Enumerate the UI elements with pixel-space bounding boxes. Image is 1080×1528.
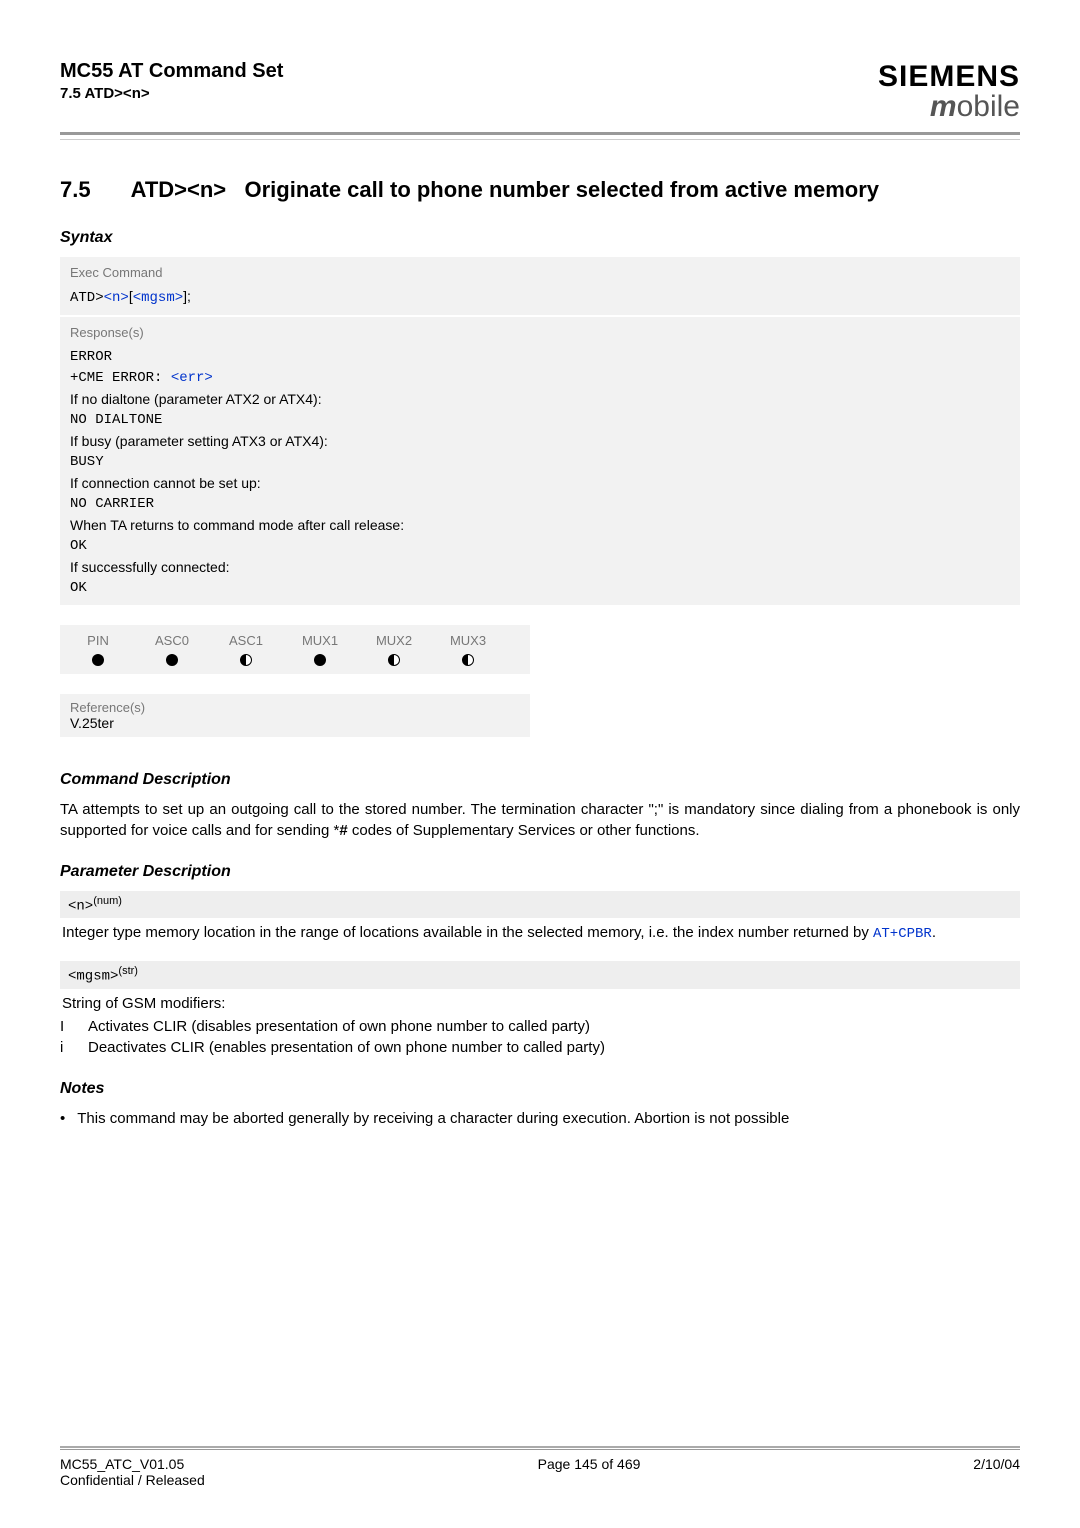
- footer-left: MC55_ATC_V01.05 Confidential / Released: [60, 1456, 205, 1488]
- exec-label: Exec Command: [70, 263, 1010, 283]
- resp-busy: BUSY: [70, 452, 1010, 473]
- resp-cond5: If successfully connected:: [70, 557, 1010, 578]
- reference-label: Reference(s): [70, 700, 520, 715]
- dot-half-icon: [462, 654, 474, 666]
- header-logo: SIEMENS mobile: [878, 60, 1020, 124]
- resp-cond3: If connection cannot be set up:: [70, 473, 1010, 494]
- param-mgsm-intro: String of GSM modifiers:: [60, 993, 1020, 1014]
- notes-bullet: • This command may be aborted generally …: [60, 1108, 1020, 1129]
- doc-title: MC55 AT Command Set: [60, 60, 283, 83]
- support-matrix: PIN ASC0 ASC1 MUX1 MUX2 MUX3: [60, 625, 530, 674]
- section-heading: 7.5 ATD><n> Originate call to phone numb…: [60, 176, 1020, 205]
- resp-nodial: NO DIALTONE: [70, 410, 1010, 431]
- exec-command: ATD><n>[<mgsm>];: [70, 286, 1010, 309]
- resp-ok2: OK: [70, 578, 1010, 599]
- section-title-text: ATD><n> Originate call to phone number s…: [131, 176, 1020, 205]
- dot-half-icon: [240, 654, 252, 666]
- param-desc-heading: Parameter Description: [60, 863, 1020, 881]
- footer-divider: [60, 1446, 1020, 1448]
- support-col-mux2: MUX2: [370, 633, 418, 648]
- syntax-heading: Syntax: [60, 229, 1020, 247]
- param-mgsm-tag: <mgsm>(str): [60, 961, 1020, 989]
- resp-cond2: If busy (parameter setting ATX3 or ATX4)…: [70, 431, 1010, 452]
- response-label: Response(s): [70, 323, 1010, 343]
- resp-ok1: OK: [70, 536, 1010, 557]
- dot-full-icon: [166, 654, 178, 666]
- notes-text: This command may be aborted generally by…: [77, 1108, 789, 1129]
- support-col-asc0: ASC0: [148, 633, 196, 648]
- resp-cond4: When TA returns to command mode after ca…: [70, 515, 1010, 536]
- reference-value: V.25ter: [70, 715, 520, 731]
- header-left: MC55 AT Command Set 7.5 ATD><n>: [60, 60, 283, 102]
- support-col-pin: PIN: [74, 633, 122, 648]
- page-footer: MC55_ATC_V01.05 Confidential / Released …: [60, 1449, 1020, 1488]
- modifier-i-text: Deactivates CLIR (enables presentation o…: [88, 1037, 605, 1058]
- support-col-asc1: ASC1: [222, 633, 270, 648]
- param-n-tag: <n>(num): [60, 891, 1020, 919]
- page-header: MC55 AT Command Set 7.5 ATD><n> SIEMENS …: [60, 60, 1020, 135]
- modifier-i-key: i: [60, 1037, 72, 1058]
- siemens-logo: SIEMENS: [878, 60, 1020, 94]
- dot-half-icon: [388, 654, 400, 666]
- support-col-mux3: MUX3: [444, 633, 492, 648]
- resp-nocarrier: NO CARRIER: [70, 494, 1010, 515]
- section-number: 7.5: [60, 176, 91, 205]
- resp-error: ERROR: [70, 347, 1010, 368]
- resp-cond1: If no dialtone (parameter ATX2 or ATX4):: [70, 389, 1010, 410]
- param-n-desc: Integer type memory location in the rang…: [60, 922, 1020, 945]
- response-box: Response(s) ERROR +CME ERROR: <err> If n…: [60, 317, 1020, 605]
- command-desc-text: TA attempts to set up an outgoing call t…: [60, 799, 1020, 841]
- footer-right: 2/10/04: [973, 1456, 1020, 1488]
- modifier-I-text: Activates CLIR (disables presentation of…: [88, 1016, 590, 1037]
- dot-full-icon: [92, 654, 104, 666]
- exec-command-box: Exec Command ATD><n>[<mgsm>];: [60, 257, 1020, 316]
- bullet-icon: •: [60, 1108, 65, 1129]
- dot-full-icon: [314, 654, 326, 666]
- support-col-mux1: MUX1: [296, 633, 344, 648]
- doc-subtitle: 7.5 ATD><n>: [60, 85, 283, 102]
- mobile-logo: mobile: [878, 90, 1020, 124]
- modifier-list: I Activates CLIR (disables presentation o…: [60, 1016, 1020, 1058]
- resp-cme: +CME ERROR: <err>: [70, 368, 1010, 389]
- header-divider: [60, 139, 1020, 140]
- reference-box: Reference(s) V.25ter: [60, 694, 530, 737]
- notes-heading: Notes: [60, 1080, 1020, 1098]
- command-desc-heading: Command Description: [60, 771, 1020, 789]
- modifier-I-key: I: [60, 1016, 72, 1037]
- footer-center: Page 145 of 469: [538, 1456, 641, 1488]
